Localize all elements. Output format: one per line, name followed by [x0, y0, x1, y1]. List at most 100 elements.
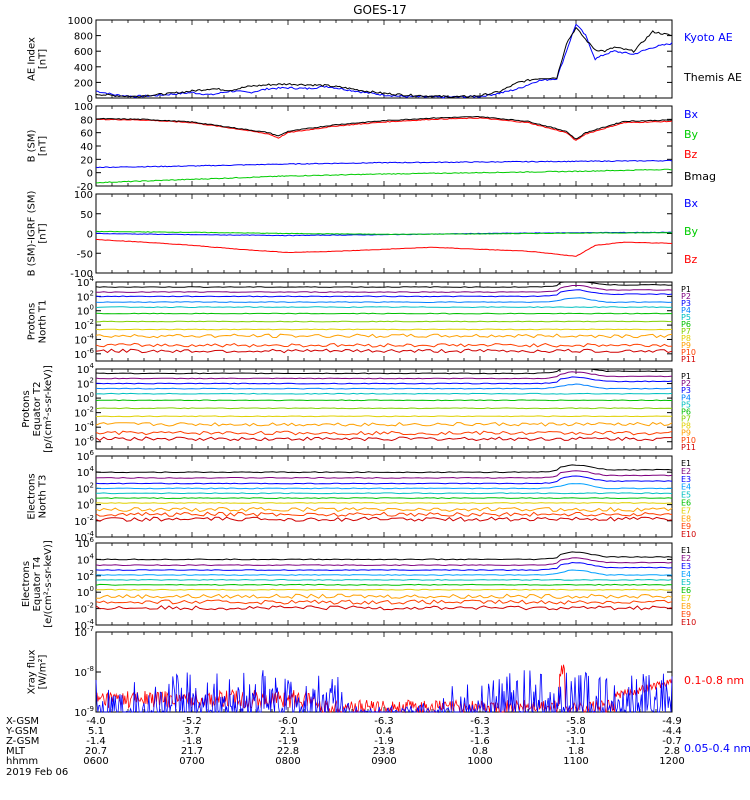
y-tick-label: 100	[77, 498, 94, 512]
y-tick-label: 10-4	[74, 420, 94, 434]
footer-value: -1.1	[566, 736, 586, 747]
channel-label: E10	[681, 618, 696, 627]
footer-value: -4.4	[662, 726, 682, 737]
y-tick-label: 0	[87, 169, 93, 180]
y-tick-label: 200	[74, 78, 93, 89]
y-tick-label: 1000	[68, 16, 93, 27]
legend-label: Bx	[684, 197, 699, 210]
y-axis-label: Xray flux	[27, 650, 38, 695]
channel-label: P9	[681, 429, 691, 438]
y-tick-label: 10-2	[74, 514, 94, 528]
footer-value: -1.9	[278, 736, 298, 747]
y-tick-label: 10-9	[74, 705, 94, 719]
footer-value: 23.8	[373, 746, 395, 757]
footer-value: 22.8	[277, 746, 299, 757]
legend-label: Bz	[684, 253, 698, 266]
y-axis-label: AE Index	[27, 37, 38, 81]
y-tick-label: 600	[74, 47, 93, 58]
y-axis-label: B (SM)-IGRF (SM)	[27, 191, 38, 277]
channel-label: P9	[681, 341, 691, 350]
y-tick-label: 102	[77, 377, 94, 391]
channel-line	[95, 392, 673, 395]
y-axis-label: [W/m²]	[38, 654, 49, 689]
channel-label: P6	[681, 320, 691, 329]
channel-label: E2	[681, 467, 691, 476]
y-tick-label: 0	[87, 94, 93, 105]
channel-label: P2	[681, 292, 691, 301]
channel-line	[95, 593, 673, 599]
channel-line	[95, 399, 672, 402]
y-tick-label: 80	[80, 115, 93, 126]
y-tick-label: -20	[77, 182, 93, 193]
channel-line	[95, 383, 673, 390]
y-tick-label: 40	[80, 142, 93, 153]
channel-line	[95, 421, 673, 427]
channel-label: E9	[681, 522, 691, 531]
channel-line	[95, 342, 673, 348]
y-axis-label: Protons	[21, 390, 32, 427]
channel-line	[95, 483, 672, 490]
channel-line	[95, 436, 673, 442]
channel-label: P2	[681, 379, 691, 388]
channel-line	[95, 371, 673, 380]
y-axis-label: [nT]	[38, 136, 49, 156]
channel-line	[96, 497, 673, 500]
series-line	[95, 230, 673, 236]
xray-short-line	[95, 670, 673, 714]
y-axis-label: Equator T2	[32, 382, 43, 437]
y-tick-label: 100	[74, 190, 93, 201]
footer-value: 2.1	[280, 726, 296, 737]
y-tick-label: 10-4	[74, 332, 94, 346]
series-line	[95, 168, 672, 184]
y-tick-label: 104	[77, 362, 95, 376]
channel-line	[95, 561, 673, 572]
panel-frame	[95, 455, 673, 538]
y-tick-label: 106	[77, 536, 95, 550]
channel-line	[95, 333, 673, 339]
y-tick-label: 102	[77, 289, 94, 303]
footer-value: 0.4	[376, 726, 392, 737]
y-tick-label: 10-6	[74, 347, 94, 361]
footer-value: 0.8	[472, 746, 488, 757]
channel-line	[95, 511, 673, 517]
channel-line	[95, 306, 673, 309]
footer-time: 0800	[275, 756, 300, 767]
channel-label: P10	[681, 436, 696, 445]
channel-line	[95, 475, 673, 485]
channel-label: P10	[681, 348, 696, 357]
channel-label: E7	[681, 594, 691, 603]
y-tick-label: 100	[74, 102, 93, 113]
y-axis-label: Electrons	[27, 473, 38, 519]
channel-label: P1	[681, 372, 691, 381]
series-line	[95, 26, 673, 99]
footer-value: -0.7	[662, 736, 682, 747]
legend-label: 0.1-0.8 nm	[684, 674, 744, 687]
footer-value: -1.6	[470, 736, 490, 747]
y-tick-label: 100	[77, 585, 94, 599]
footer-time: 0700	[179, 756, 204, 767]
footer-time: 1000	[467, 756, 492, 767]
y-tick-label: -50	[77, 249, 93, 260]
channel-line	[95, 551, 673, 561]
footer-value: -6.0	[278, 716, 298, 727]
channel-label: E5	[681, 491, 691, 500]
y-axis-label: [nT]	[38, 223, 49, 243]
channel-label: P11	[681, 443, 696, 452]
y-tick-label: 104	[77, 552, 95, 566]
y-tick-label: 100	[77, 391, 94, 405]
channel-label: P5	[681, 313, 691, 322]
series-line	[95, 116, 673, 140]
footer-value: 2.8	[664, 746, 680, 757]
y-tick-label: 10-4	[74, 530, 94, 544]
channel-label: P11	[681, 355, 696, 364]
channel-line	[95, 368, 673, 375]
channel-line	[96, 588, 673, 591]
legend-label: Themis AE	[683, 71, 742, 84]
channel-label: P4	[681, 306, 691, 315]
footer-row-label: MLT	[6, 746, 26, 757]
y-tick-label: 20	[80, 155, 93, 166]
channel-label: E3	[681, 562, 691, 571]
footer-value: 20.7	[85, 746, 107, 757]
channel-line	[95, 328, 673, 331]
